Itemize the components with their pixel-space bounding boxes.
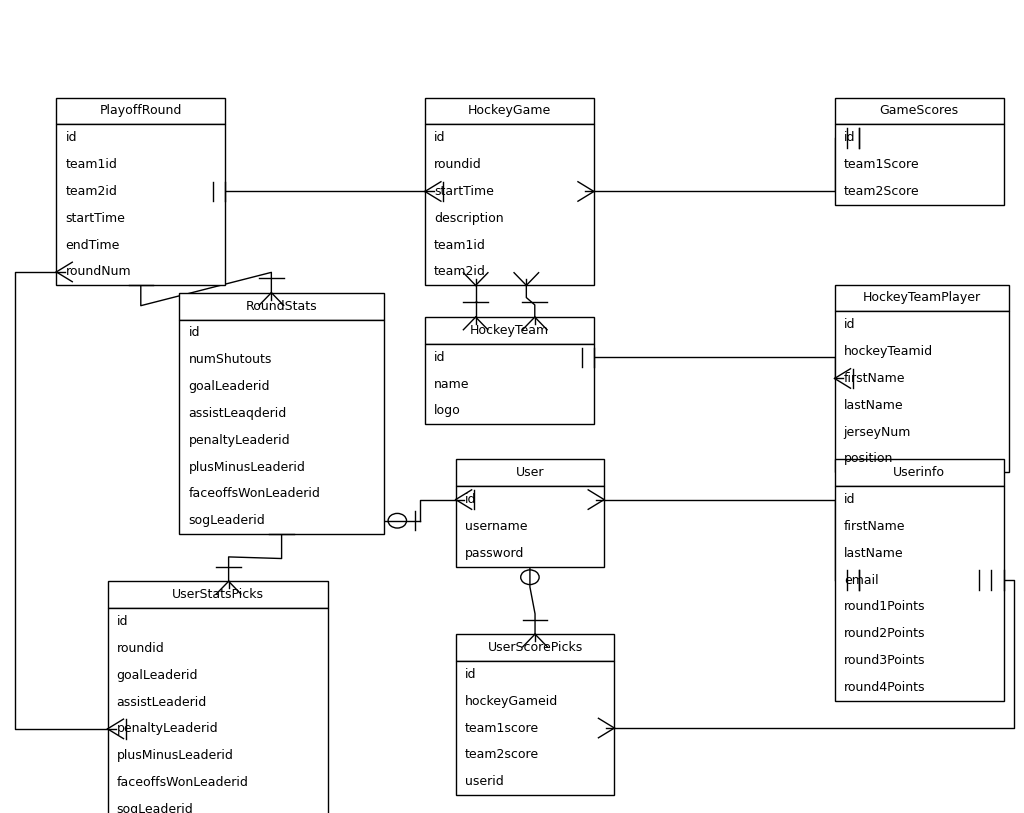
- Bar: [456, 486, 604, 567]
- Text: plusMinusLeaderid: plusMinusLeaderid: [188, 461, 305, 473]
- Text: id: id: [465, 668, 476, 680]
- Text: name: name: [434, 378, 470, 390]
- Text: team2id: team2id: [66, 185, 118, 198]
- Text: email: email: [844, 574, 879, 586]
- Text: id: id: [844, 132, 855, 144]
- Text: assistLeaderid: assistLeaderid: [117, 696, 207, 708]
- Bar: [425, 344, 594, 424]
- Bar: [456, 459, 604, 486]
- Text: GameScores: GameScores: [880, 105, 958, 117]
- Bar: [179, 293, 384, 320]
- Text: endTime: endTime: [66, 239, 120, 251]
- Text: goalLeaderid: goalLeaderid: [117, 669, 199, 681]
- Text: startTime: startTime: [66, 212, 125, 224]
- Text: User: User: [516, 467, 544, 479]
- Text: penaltyLeaderid: penaltyLeaderid: [117, 723, 218, 735]
- Bar: [425, 98, 594, 124]
- Text: description: description: [434, 212, 504, 224]
- Text: id: id: [66, 132, 77, 144]
- Text: round4Points: round4Points: [844, 681, 926, 693]
- Text: faceoffsWonLeaderid: faceoffsWonLeaderid: [188, 488, 321, 500]
- Bar: [835, 98, 1004, 124]
- Bar: [456, 634, 614, 661]
- Text: PlayoffRound: PlayoffRound: [99, 105, 182, 117]
- Text: HockeyTeamPlayer: HockeyTeamPlayer: [862, 292, 981, 304]
- Text: Userinfo: Userinfo: [893, 467, 945, 479]
- Text: goalLeaderid: goalLeaderid: [188, 380, 270, 393]
- Text: UserStatsPicks: UserStatsPicks: [172, 589, 263, 601]
- Text: roundNum: roundNum: [66, 266, 131, 278]
- Text: team2score: team2score: [465, 749, 539, 761]
- Text: lastName: lastName: [844, 399, 903, 411]
- Text: team2Score: team2Score: [844, 185, 920, 198]
- Text: HockeyTeam: HockeyTeam: [470, 324, 549, 337]
- Text: hockeyTeamid: hockeyTeamid: [844, 346, 933, 358]
- Text: userid: userid: [465, 776, 504, 788]
- Text: assistLeaqderid: assistLeaqderid: [188, 407, 287, 420]
- Text: username: username: [465, 520, 527, 533]
- Text: id: id: [434, 132, 445, 144]
- Text: team2id: team2id: [434, 266, 486, 278]
- Text: id: id: [465, 493, 476, 506]
- Text: jerseyNum: jerseyNum: [844, 426, 911, 438]
- Text: roundid: roundid: [117, 642, 165, 654]
- Text: team1id: team1id: [434, 239, 486, 251]
- Text: team1Score: team1Score: [844, 159, 920, 171]
- Text: lastName: lastName: [844, 547, 903, 559]
- Bar: [835, 459, 1004, 486]
- Text: firstName: firstName: [844, 372, 905, 385]
- Bar: [835, 311, 1009, 472]
- Text: logo: logo: [434, 405, 461, 417]
- Text: password: password: [465, 547, 524, 559]
- Text: round3Points: round3Points: [844, 654, 926, 667]
- Bar: [108, 608, 328, 813]
- Bar: [425, 317, 594, 344]
- Bar: [835, 124, 1004, 205]
- Text: UserScorePicks: UserScorePicks: [487, 641, 583, 654]
- Text: HockeyGame: HockeyGame: [468, 105, 551, 117]
- Text: roundid: roundid: [434, 159, 482, 171]
- Text: sogLeaderid: sogLeaderid: [117, 803, 194, 813]
- Text: firstName: firstName: [844, 520, 905, 533]
- Text: faceoffsWonLeaderid: faceoffsWonLeaderid: [117, 776, 249, 789]
- Text: team1id: team1id: [66, 159, 118, 171]
- Text: id: id: [844, 493, 855, 506]
- Text: hockeyGameid: hockeyGameid: [465, 695, 558, 707]
- Text: numShutouts: numShutouts: [188, 354, 271, 366]
- Text: id: id: [117, 615, 128, 628]
- Text: sogLeaderid: sogLeaderid: [188, 515, 265, 527]
- Text: startTime: startTime: [434, 185, 494, 198]
- Text: id: id: [844, 319, 855, 331]
- Text: id: id: [434, 351, 445, 363]
- Text: id: id: [188, 327, 200, 339]
- Bar: [835, 486, 1004, 701]
- Text: team1score: team1score: [465, 722, 539, 734]
- Text: plusMinusLeaderid: plusMinusLeaderid: [117, 750, 233, 762]
- Bar: [425, 124, 594, 285]
- Text: penaltyLeaderid: penaltyLeaderid: [188, 434, 290, 446]
- Text: round1Points: round1Points: [844, 601, 926, 613]
- Bar: [179, 320, 384, 534]
- Bar: [456, 661, 614, 795]
- Bar: [56, 124, 225, 285]
- Text: position: position: [844, 453, 893, 465]
- Text: round2Points: round2Points: [844, 628, 926, 640]
- Bar: [108, 581, 328, 608]
- Bar: [835, 285, 1009, 311]
- Bar: [56, 98, 225, 124]
- Text: RoundStats: RoundStats: [246, 300, 317, 312]
